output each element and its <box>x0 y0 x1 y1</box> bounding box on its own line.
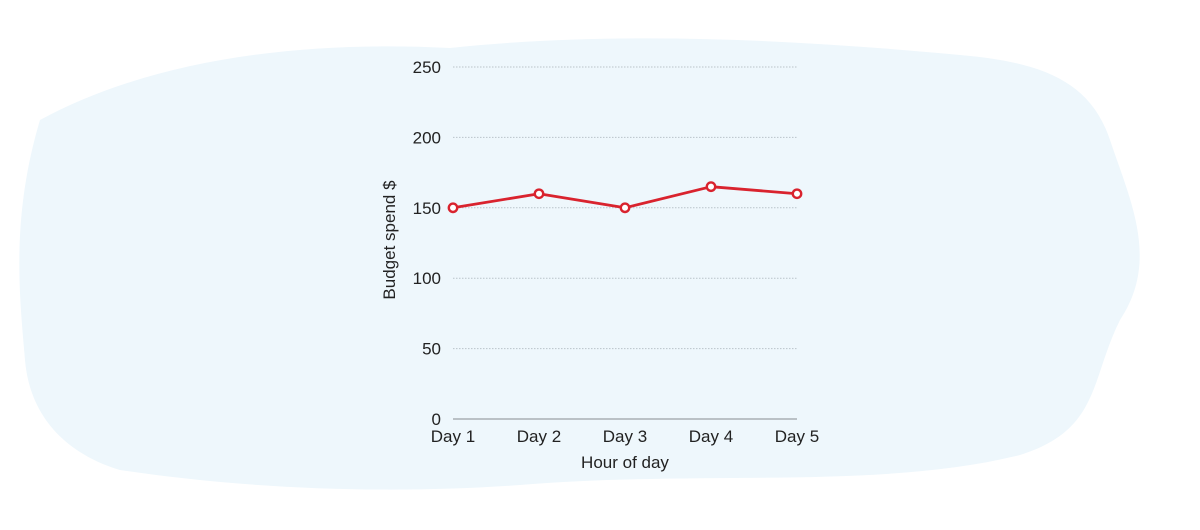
y-axis-title: Budget spend $ <box>380 180 399 300</box>
x-tick-label: Day 4 <box>689 427 733 446</box>
data-point <box>705 181 717 193</box>
data-point <box>533 188 545 200</box>
y-axis-ticks: 0 50 100 150 200 250 <box>413 58 441 429</box>
brush-stroke-background <box>19 38 1140 490</box>
data-point <box>447 202 459 214</box>
y-tick-label: 150 <box>413 199 441 218</box>
y-tick-label: 100 <box>413 269 441 288</box>
data-points <box>447 181 803 214</box>
y-tick-label: 200 <box>413 128 441 147</box>
x-tick-label: Day 2 <box>517 427 561 446</box>
data-point <box>619 202 631 214</box>
y-tick-label: 250 <box>413 58 441 77</box>
y-tick-label: 0 <box>432 410 441 429</box>
x-tick-label: Day 5 <box>775 427 819 446</box>
x-axis-title: Hour of day <box>581 453 669 472</box>
x-tick-label: Day 1 <box>431 427 475 446</box>
data-point <box>791 188 803 200</box>
x-axis-ticks: Day 1 Day 2 Day 3 Day 4 Day 5 <box>431 427 819 446</box>
x-tick-label: Day 3 <box>603 427 647 446</box>
y-tick-label: 50 <box>422 340 441 359</box>
